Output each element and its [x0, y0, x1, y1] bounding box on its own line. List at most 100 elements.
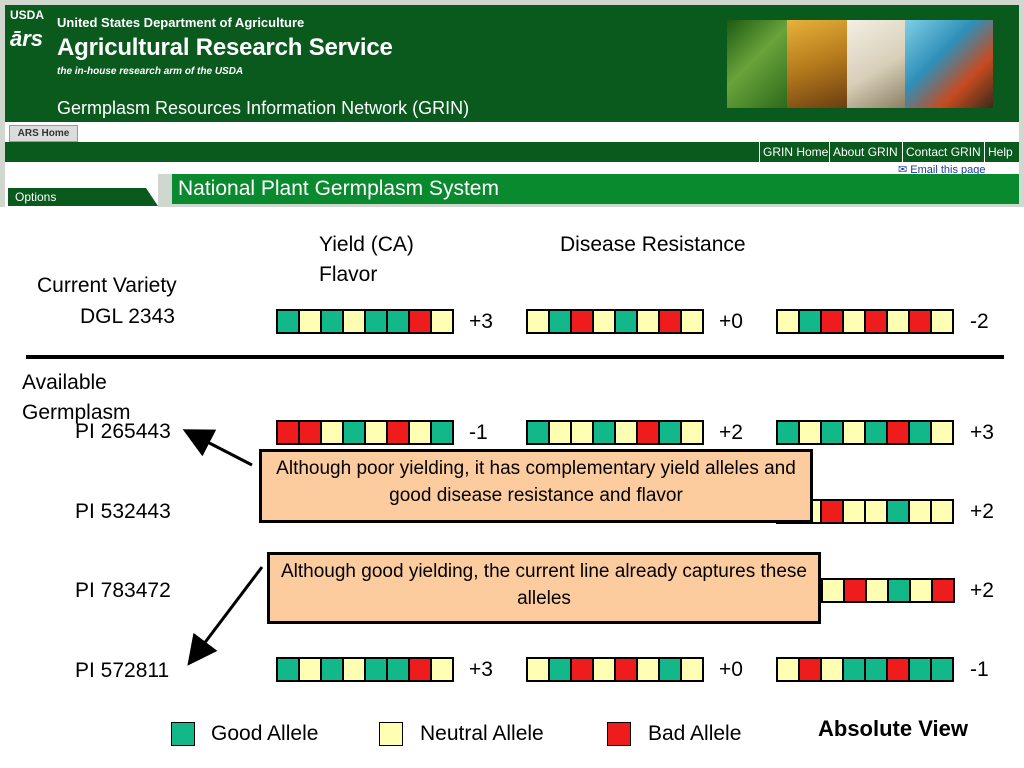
allele-cell — [277, 310, 299, 333]
legend-swatch-good — [171, 722, 195, 746]
allele-cell — [659, 310, 681, 333]
score-pi532443-disease: +2 — [970, 500, 994, 523]
allele-cell — [615, 421, 637, 444]
secondary-nav — [5, 122, 1019, 142]
legend-swatch-bad — [607, 722, 631, 746]
allele-cell — [821, 658, 843, 681]
allele-bar-pi572811-flavor — [526, 657, 704, 682]
allele-cell — [931, 658, 953, 681]
allele-cell — [343, 658, 365, 681]
allele-cell — [527, 658, 549, 681]
allele-cell — [888, 579, 910, 602]
allele-bar-pi572811-disease — [776, 657, 954, 682]
allele-cell — [321, 310, 343, 333]
allele-cell — [932, 579, 954, 602]
nav-about-grin[interactable]: About GRIN — [829, 142, 901, 162]
allele-cell — [409, 658, 431, 681]
allele-cell — [799, 310, 821, 333]
allele-cell — [571, 310, 593, 333]
current-variety-name: DGL 2343 — [80, 305, 175, 328]
allele-cell — [865, 658, 887, 681]
allele-cell — [887, 310, 909, 333]
allele-cell — [615, 310, 637, 333]
allele-cell — [931, 310, 953, 333]
allele-cell — [593, 658, 615, 681]
allele-cell — [387, 658, 409, 681]
flavor-column-header: Flavor — [319, 263, 378, 286]
allele-cell — [865, 310, 887, 333]
germplasm-label-pi265443: PI 265443 — [75, 420, 171, 443]
nav-help[interactable]: Help — [984, 142, 1016, 162]
options-tab[interactable]: Options — [8, 188, 158, 206]
score-current-flavor: +0 — [719, 310, 743, 333]
allele-cell — [777, 310, 799, 333]
allele-cell — [299, 421, 321, 444]
germplasm-label-pi572811: PI 572811 — [75, 659, 170, 682]
score-pi265443-flavor: +2 — [719, 421, 743, 444]
usda-logo[interactable]: USDA ārs — [10, 8, 46, 66]
callout-already-captured: Although good yielding, the current line… — [267, 552, 821, 624]
allele-cell — [777, 658, 799, 681]
germplasm-label-pi532443: PI 532443 — [75, 500, 171, 523]
allele-cell — [822, 579, 844, 602]
email-page-link[interactable]: ✉ Email this page — [898, 163, 986, 176]
current-variety-label: Current Variety — [37, 274, 177, 297]
germplasm-label-pi783472: PI 783472 — [75, 579, 171, 602]
allele-cell — [909, 658, 931, 681]
nav-grin-home[interactable]: GRIN Home — [759, 142, 831, 162]
cells-ladybug-photo — [905, 20, 993, 108]
allele-cell — [799, 658, 821, 681]
allele-cell — [431, 310, 453, 333]
allele-cell — [549, 310, 571, 333]
allele-cell — [681, 658, 703, 681]
allele-cell — [659, 658, 681, 681]
available-germplasm-label: Available Germplasm — [22, 371, 131, 424]
allele-cell — [865, 421, 887, 444]
allele-cell — [431, 421, 453, 444]
legend-label-bad: Bad Allele — [648, 722, 742, 745]
allele-cell — [571, 421, 593, 444]
allele-cell — [637, 658, 659, 681]
allele-cell — [409, 421, 431, 444]
allele-cell — [910, 579, 932, 602]
allele-cell — [299, 310, 321, 333]
allele-cell — [887, 658, 909, 681]
allele-cell — [321, 421, 343, 444]
arrow-to-pi265443 — [182, 429, 253, 467]
allele-cell — [593, 421, 615, 444]
nav-contact-grin[interactable]: Contact GRIN — [902, 142, 984, 162]
allele-cell — [637, 310, 659, 333]
system-title-bar: National Plant Germplasm System — [172, 174, 1019, 204]
header-photo-strip — [727, 20, 993, 108]
usda-logo-text: USDA — [10, 8, 45, 22]
allele-cell — [593, 310, 615, 333]
allele-cell — [343, 310, 365, 333]
allele-bar-dgl2343-flavor — [526, 309, 704, 334]
allele-cell — [321, 658, 343, 681]
legend-label-neutral: Neutral Allele — [420, 722, 544, 745]
allele-cell — [843, 310, 865, 333]
department-name: United States Department of Agriculture — [57, 15, 305, 30]
allele-cell — [365, 310, 387, 333]
allele-bar-pi572811-yield — [276, 657, 454, 682]
allele-cell — [409, 310, 431, 333]
allele-cell — [681, 310, 703, 333]
allele-cell — [549, 658, 571, 681]
section-divider — [26, 355, 1004, 359]
allele-cell — [431, 658, 453, 681]
allele-cell — [277, 421, 299, 444]
plant-photo — [727, 20, 787, 108]
view-mode-label: Absolute View — [818, 716, 968, 741]
callout-complementary: Although poor yielding, it has complemen… — [259, 449, 813, 523]
allele-cell — [887, 421, 909, 444]
ars-home-button[interactable]: ARS Home — [9, 125, 78, 142]
ars-logo-text: ārs — [10, 26, 44, 51]
allele-cell — [909, 500, 931, 523]
score-current-disease: -2 — [970, 310, 989, 333]
allele-bar-dgl2343-disease — [776, 309, 954, 334]
allele-bar-pi265443-disease — [776, 420, 954, 445]
legend-swatch-neutral — [379, 722, 403, 746]
email-page-label: Email this page — [910, 164, 986, 176]
score-pi572811-disease: -1 — [970, 658, 989, 681]
